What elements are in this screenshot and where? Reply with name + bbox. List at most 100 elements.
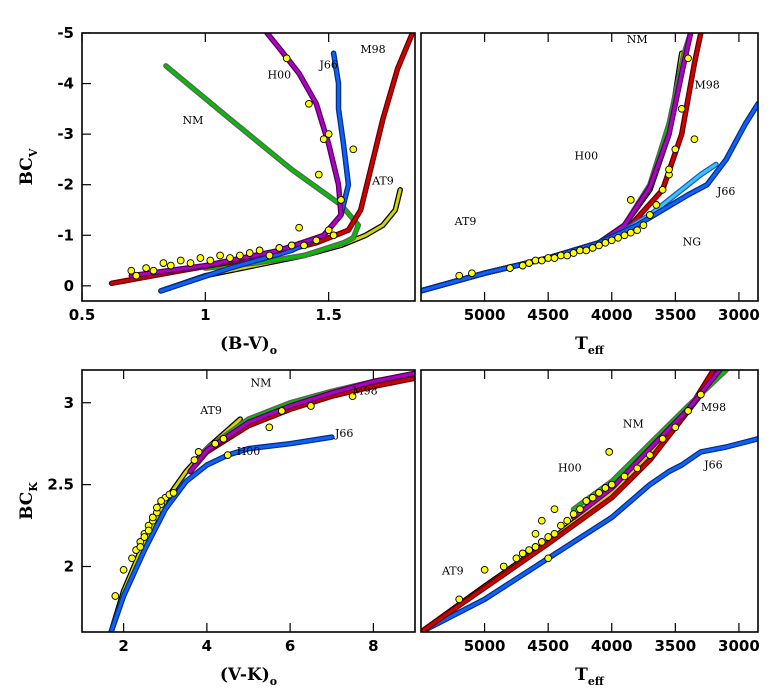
x-tick-label: 3500 [654,637,696,655]
data-point [582,246,591,255]
data-point [684,407,692,415]
data-point [550,505,559,514]
data-point [531,543,540,551]
data-point [557,251,565,260]
x-tick-label: 1 [200,306,210,324]
series-line-at9 [109,417,242,632]
data-point [518,261,527,270]
series-outline-nm [421,33,694,294]
data-point [550,529,559,538]
data-point [537,538,546,546]
y-tick-label: 2.5 [47,476,74,494]
x-tick-label: 4500 [527,306,569,324]
panel-top-right: NM M98 H00 J66 NG AT9 5000 4500 4000 3500 3000 Teff [420,32,760,357]
data-point [531,529,540,538]
data-point [216,251,224,260]
y-tick-label: -4 [57,75,74,93]
data-point [677,104,686,113]
data-point [607,480,616,489]
annotation-at9: AT9 [371,175,394,188]
data-point [671,145,680,154]
annotation-m98: M98 [701,401,726,414]
annotation-j66: J66 [318,58,337,71]
data-point [569,510,578,518]
data-point [157,497,165,505]
data-point [142,264,150,272]
data-point [626,196,635,204]
series-outline-at9 [421,391,704,632]
annotation-m98: M98 [352,385,377,398]
plot-area [108,33,415,294]
x-tick-label: 2 [118,637,128,655]
data-point [140,533,149,541]
annotation-h00: H00 [558,462,582,475]
data-point [300,241,308,250]
plot-frame [420,369,759,633]
y-tick-label: -1 [57,226,74,244]
data-point [601,484,610,492]
y-tick-label: -3 [57,125,74,143]
data-point [169,488,178,497]
data-point [307,402,315,410]
series-outline-at9 [108,416,243,632]
data-point [348,392,357,401]
data-point [194,448,203,456]
data-point [324,130,333,138]
data-point [329,231,338,240]
plot-frame [81,369,416,633]
data-point [652,201,661,209]
data-point [614,233,622,242]
data-point [159,259,168,267]
data-point [468,269,476,278]
data-point [319,135,328,144]
y-axis-title: BCV [17,148,40,185]
data-point [550,254,559,262]
data-point [149,266,158,275]
data-point [633,226,642,235]
data-point [148,513,157,522]
data-point [537,256,546,265]
data-point [658,434,667,443]
series-line-nm [421,33,693,293]
data-point [455,271,464,280]
annotation-m98: M98 [360,43,385,56]
data-point [190,456,199,464]
series-line-h00 [188,371,415,473]
series-line-j66 [421,102,758,293]
annotation-nm: NM [627,33,648,46]
x-tick-label: 4500 [527,637,569,655]
x-tick-label: 6 [285,637,295,655]
x-axis-title: (B-V)o [220,334,277,357]
data-point [605,448,614,456]
data-point [127,266,136,275]
data-point [128,554,136,563]
plot-frame [420,32,759,302]
data-point [696,390,705,399]
data-point [455,595,464,604]
data-point [255,246,264,255]
data-point [595,241,603,250]
data-point [633,464,642,473]
plot-area [421,370,758,632]
annotation-h00: H00 [575,149,599,162]
data-point [684,54,692,63]
data-point [690,135,699,144]
data-point [620,472,629,481]
series-line-j66 [109,435,334,632]
y-tick-label: -5 [57,24,74,42]
annotation-nm: NM [183,114,204,127]
y-tick-label: 0 [64,277,74,295]
data-point [186,259,195,267]
data-point [646,211,654,219]
y-tick-label: 2 [64,558,74,576]
x-tick-label: 0.5 [69,306,96,324]
data-point [658,185,667,194]
data-point [223,451,232,459]
data-point [236,251,244,260]
data-point [525,546,533,554]
plot-area [108,370,415,632]
data-point [196,254,205,262]
data-point [245,249,254,257]
x-tick-label: 5000 [464,637,506,655]
